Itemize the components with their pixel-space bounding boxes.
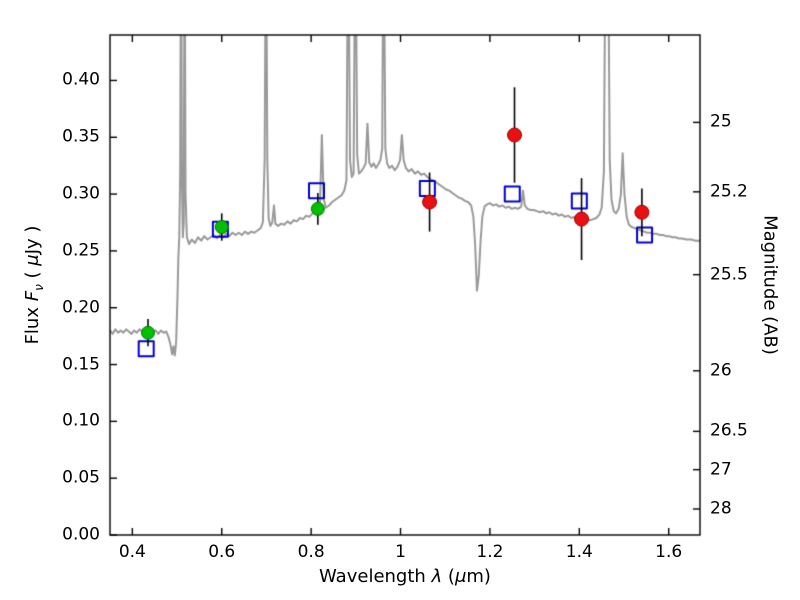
y-tick-label-left: 0.10 <box>62 410 100 431</box>
y-tick-label-right: 26.5 <box>710 420 748 441</box>
y-tick-label-right: 25.2 <box>710 181 748 202</box>
mu-symbol: μ <box>22 254 43 266</box>
x-tick-label: 1.6 <box>655 542 683 562</box>
y-tick-label-left: 0.40 <box>62 69 100 90</box>
y-tick-label-left: 0.25 <box>62 240 100 261</box>
y-axis-label-right: Magnitude (AB) <box>759 215 781 355</box>
flux-label-text: Flux <box>22 301 43 345</box>
y-tick-label-left: 0.30 <box>62 183 100 204</box>
y-tick-label-right: 25 <box>710 111 732 132</box>
y-tick-label-left: 0.15 <box>62 354 100 375</box>
flux-symbol: F <box>22 290 43 302</box>
x-axis-label: Wavelength λ (μm) <box>319 566 491 587</box>
y-tick-label-right: 28 <box>710 498 732 519</box>
y-tick-label-left: 0.05 <box>62 467 100 488</box>
y-axis-label-left: Flux Fν ( μJy ) <box>22 225 46 345</box>
x-tick-label: 1 <box>395 542 406 562</box>
x-axis-label-text: Wavelength <box>319 566 432 587</box>
y-tick-label-left: 0.00 <box>62 524 100 545</box>
x-tick-label: 0.6 <box>208 542 236 562</box>
y-tick-label-left: 0.35 <box>62 126 100 147</box>
x-tick-label: 0.8 <box>297 542 325 562</box>
x-tick-label: 1.2 <box>476 542 504 562</box>
mu-symbol: μ <box>454 566 467 587</box>
y-tick-label-right: 26 <box>710 360 732 381</box>
x-tick-label: 1.4 <box>565 542 593 562</box>
y-tick-label-right: 27 <box>710 459 732 480</box>
y-tick-label-left: 0.20 <box>62 297 100 318</box>
y-tick-label-right: 25.5 <box>710 264 748 285</box>
nu-subscript: ν <box>32 284 46 291</box>
x-tick-label: 0.4 <box>118 542 146 562</box>
lambda-symbol: λ <box>431 566 443 587</box>
